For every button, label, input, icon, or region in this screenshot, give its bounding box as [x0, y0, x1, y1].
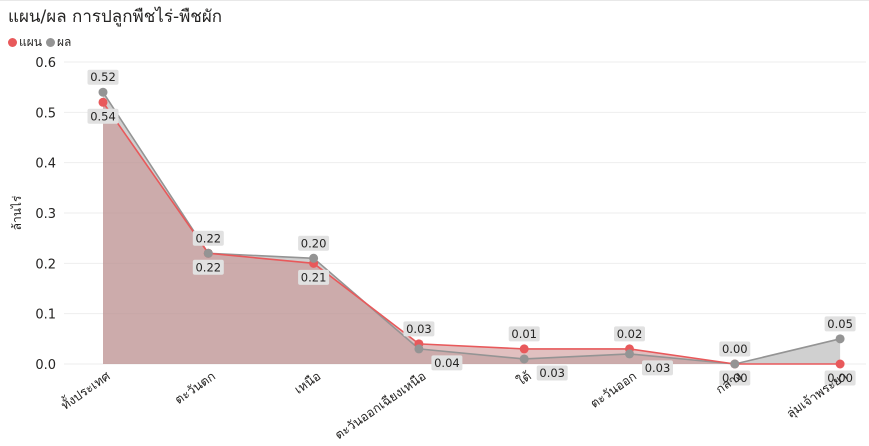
x-tick-label: ตะวันออก — [587, 368, 639, 411]
data-label-text: 0.21 — [301, 270, 327, 284]
legend-item-actual[interactable]: ผล — [45, 33, 72, 52]
data-label-plan: 0.54 — [87, 108, 119, 124]
data-label-text: 0.22 — [195, 231, 221, 245]
data-label-text: 0.02 — [617, 327, 643, 341]
top-border — [0, 0, 869, 1]
legend: แผน ผล — [8, 33, 75, 52]
y-tick-label: 0.5 — [35, 106, 56, 121]
x-tick-label: เหนือ — [291, 368, 323, 397]
point-actual — [414, 344, 424, 354]
y-tick-label: 0.3 — [35, 207, 56, 222]
point-actual — [98, 87, 108, 97]
data-label-bg — [508, 326, 540, 342]
point-actual — [203, 248, 213, 258]
legend-label-plan: แผน — [19, 35, 42, 49]
data-label-actual: 0.52 — [87, 69, 119, 85]
data-label-bg — [403, 321, 435, 337]
data-label-bg — [536, 365, 568, 381]
x-tick-label: ตะวันออกเฉียงเหนือ — [332, 368, 429, 442]
data-label-text: 0.03 — [539, 366, 565, 380]
point-plan — [98, 97, 108, 107]
point-actual — [730, 359, 740, 369]
line-plan — [102, 101, 841, 365]
data-label-text: 0.00 — [827, 371, 853, 385]
data-label-text: 0.03 — [645, 361, 671, 375]
data-label-actual: 0.02 — [614, 326, 645, 342]
y-tick-label: 0.0 — [35, 358, 56, 373]
data-label-plan: 0.21 — [298, 269, 330, 285]
data-label-text: 0.05 — [827, 317, 853, 331]
y-tick-label: 0.6 — [35, 56, 56, 71]
data-label-text: 0.01 — [511, 327, 537, 341]
data-label-plan: 0.00 — [719, 370, 751, 386]
legend-swatch-actual — [45, 38, 55, 47]
data-label-plan: 0.03 — [536, 365, 568, 381]
data-label-text: 0.22 — [195, 260, 221, 274]
x-tick-label: ลุ่มเจ้าพระยา — [783, 368, 850, 422]
data-label-actual: 0.03 — [403, 321, 435, 337]
legend-swatch-plan — [8, 38, 17, 47]
point-actual — [519, 354, 529, 364]
line-actual — [102, 91, 841, 365]
y-tick-label: 0.4 — [35, 157, 56, 172]
legend-label-actual: ผล — [56, 35, 72, 49]
data-label-plan: 0.03 — [642, 360, 673, 376]
data-label-bg — [431, 355, 463, 371]
point-plan — [519, 344, 529, 354]
y-tick-label: 0.1 — [35, 308, 56, 323]
chart-title: แผน/ผล การปลูกพืชไร่-พืชผัก — [8, 7, 223, 27]
data-label-bg — [824, 370, 856, 386]
data-label-bg — [614, 326, 645, 342]
data-label-bg — [719, 370, 751, 386]
data-label-actual: 0.05 — [824, 316, 856, 332]
data-label-bg — [298, 269, 330, 285]
data-label-actual: 0.20 — [298, 235, 330, 251]
data-label-plan: 0.00 — [824, 370, 856, 386]
y-tick-label: 0.2 — [35, 257, 56, 272]
data-label-actual: 0.22 — [192, 230, 224, 246]
data-label-text: 0.52 — [90, 70, 116, 84]
data-label-actual: 0.01 — [508, 326, 540, 342]
legend-item-plan[interactable]: แผน — [8, 33, 42, 52]
y-axis-label: ล้านไร่ — [10, 195, 24, 230]
data-label-bg — [824, 316, 856, 332]
data-label-bg — [719, 341, 751, 357]
data-label-plan: 0.22 — [192, 259, 224, 275]
data-label-text: 0.54 — [90, 109, 116, 123]
data-label-bg — [192, 259, 224, 275]
data-label-bg — [192, 230, 224, 246]
data-label-text: 0.20 — [301, 236, 327, 250]
x-tick-label: ทั้งประเทศ — [57, 366, 113, 412]
data-label-bg — [642, 360, 673, 376]
point-actual — [309, 253, 319, 263]
x-tick-label: ตะวันตก — [172, 368, 218, 407]
data-label-actual: 0.00 — [719, 341, 751, 357]
data-label-text: 0.00 — [722, 342, 748, 356]
data-label-bg — [87, 69, 119, 85]
x-tick-label: ใต้ — [514, 368, 534, 388]
area-plan — [103, 102, 841, 365]
data-label-plan: 0.04 — [431, 355, 463, 371]
point-plan — [835, 359, 845, 369]
point-actual — [625, 349, 634, 359]
point-actual — [835, 334, 845, 344]
data-label-bg — [87, 108, 119, 124]
data-label-text: 0.03 — [406, 322, 432, 336]
data-label-bg — [298, 235, 330, 251]
data-label-text: 0.04 — [434, 356, 460, 370]
data-label-text: 0.00 — [722, 371, 748, 385]
